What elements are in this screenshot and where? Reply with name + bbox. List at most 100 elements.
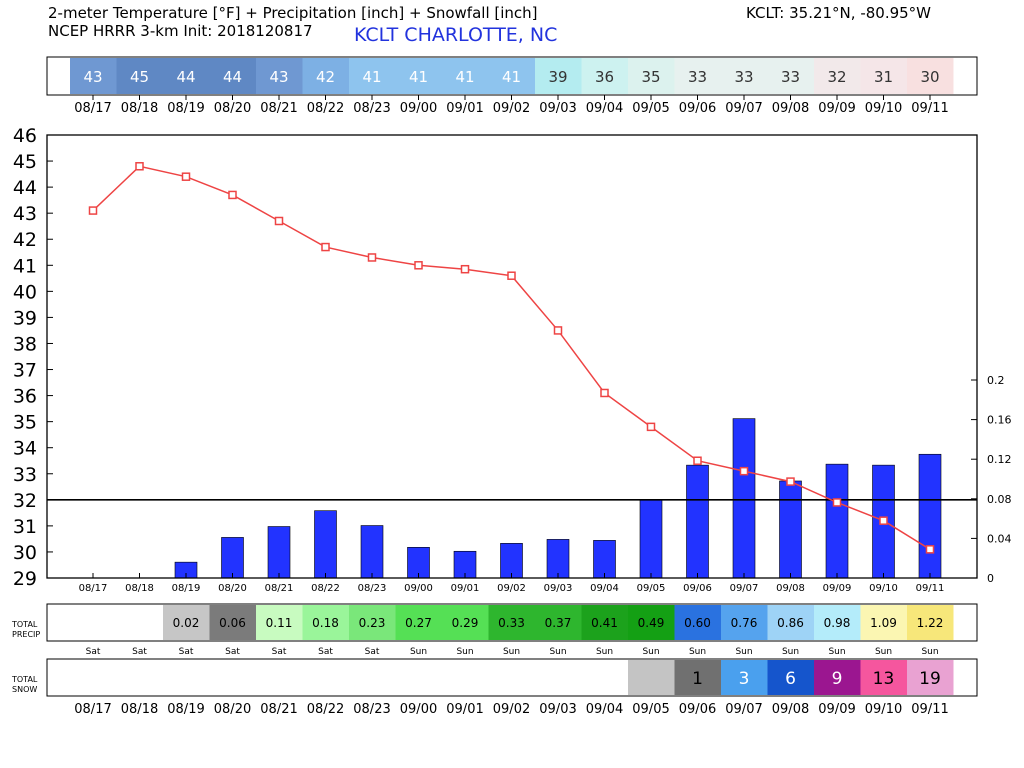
bottom-axis-tick-label: 09/09 — [818, 702, 855, 717]
temperature-point — [414, 261, 423, 270]
temperature-point — [879, 516, 888, 525]
precip-bar — [546, 539, 570, 579]
precip-bar — [593, 540, 616, 579]
total-precip-cell — [628, 605, 675, 640]
day-label: Sat — [86, 647, 101, 657]
top-axis-tick-label: 09/09 — [818, 101, 855, 116]
y-left-tick-label: 38 — [13, 333, 37, 355]
bottom-time-axis: 08/17 08/18 08/19 08/20 08/21 08/22 08/23 09/00… — [74, 702, 948, 717]
x-tick-label: 08/20 — [218, 583, 247, 594]
temperature-cell — [442, 58, 489, 94]
x-tick-label: 08/19 — [172, 583, 201, 594]
day-label: Sun — [782, 647, 799, 657]
top-axis-tick-label: 08/17 — [74, 101, 111, 116]
main-plot-area: 29 30 31 32 33 34 35 36 37 38 39 40 41 42 43 44 45 46 0 0.0… — [13, 125, 1012, 594]
temperature-cell-value: 41 — [409, 68, 428, 86]
top-axis-tick-label: 09/10 — [865, 101, 902, 116]
bottom-axis-tick-label: 09/06 — [679, 702, 716, 717]
y-left-tick-label: 36 — [13, 386, 37, 408]
total-precip-label-line2: PRECIP — [12, 630, 40, 639]
day-label: Sat — [132, 647, 147, 657]
x-tick-label: 09/03 — [544, 583, 573, 594]
precip-bar — [825, 463, 849, 579]
day-label: Sun — [503, 647, 520, 657]
temperature-cell-value: 30 — [920, 68, 939, 86]
temperature-cell-value: 41 — [362, 68, 381, 86]
x-tick-label: 08/17 — [79, 583, 108, 594]
total-precip-cell — [674, 605, 721, 640]
day-label: Sun — [689, 647, 706, 657]
total-precip-value: 0.11 — [266, 616, 293, 630]
temperature-point — [925, 545, 935, 554]
total-precip-label-line1: TOTAL — [11, 620, 38, 629]
temperature-cell — [302, 58, 349, 94]
total-precip-value: 0.49 — [638, 616, 665, 630]
bottom-axis-tick-label: 09/02 — [493, 702, 530, 717]
total-precip-value: 1.09 — [870, 616, 897, 630]
day-label: Sun — [642, 647, 659, 657]
temperature-cell-value: 36 — [595, 68, 614, 86]
temperature-cell — [814, 58, 861, 94]
temperature-cell-value: 39 — [548, 68, 567, 86]
top-axis-tick-label: 09/11 — [911, 101, 948, 116]
precip-bar — [500, 543, 523, 579]
temperature-cell-value: 35 — [641, 68, 660, 86]
total-snow-value: 13 — [873, 669, 895, 689]
total-snow-value: 6 — [785, 669, 796, 689]
total-precip-cell — [349, 605, 396, 640]
total-precip-value: 0.27 — [405, 616, 432, 630]
top-axis-tick-label: 08/22 — [307, 101, 344, 116]
total-snow-value: 19 — [919, 669, 941, 689]
total-precip-cell — [395, 605, 442, 640]
temperature-point — [135, 162, 144, 171]
temperature-point — [460, 264, 470, 274]
total-precip-cell — [814, 605, 861, 640]
top-axis-tick-label: 09/07 — [725, 101, 762, 116]
y-left-tick-label: 34 — [13, 438, 37, 460]
y-left-tick-label: 43 — [13, 203, 37, 225]
temperature-cell — [256, 58, 303, 94]
temperature-point — [88, 206, 98, 215]
y-left-tick-label: 39 — [13, 307, 37, 329]
total-precip-cell — [442, 605, 489, 640]
total-snow-label-line1: TOTAL — [11, 675, 38, 684]
temperature-cell — [581, 58, 628, 94]
top-time-axis: 08/17 08/18 08/19 08/20 08/21 08/22 08/23 09/00… — [74, 95, 949, 116]
bottom-axis-tick-label: 09/08 — [772, 702, 809, 717]
top-axis-tick-label: 09/02 — [493, 101, 530, 116]
temperature-cell-value: 42 — [316, 68, 335, 86]
bottom-axis-tick-label: 09/05 — [632, 702, 669, 717]
temperature-point — [693, 456, 702, 465]
temperature-point — [507, 271, 516, 280]
total-snow-cell — [907, 660, 954, 695]
bottom-axis-tick-label: 09/04 — [586, 702, 623, 717]
precip-bar — [360, 525, 384, 579]
temperature-strip: 43 45 44 44 43 42 41 41 41 41 39 36 35 33 33 33 32 31 30 — [46, 56, 978, 96]
day-label: Sat — [179, 647, 194, 657]
day-label: Sat — [272, 647, 287, 657]
total-snow-cell — [860, 660, 907, 695]
precip-bar — [779, 480, 802, 579]
day-label: Sun — [735, 647, 752, 657]
temperature-cell-value: 32 — [827, 68, 846, 86]
top-axis-tick-label: 09/01 — [446, 101, 483, 116]
temperature-point — [739, 466, 749, 476]
x-tick-label: 09/02 — [497, 583, 526, 594]
temperature-cell — [116, 58, 163, 94]
x-tick-label: 08/18 — [125, 583, 154, 594]
day-label: Sat — [318, 647, 333, 657]
precip-bar — [221, 537, 244, 579]
y-left-tick-label: 46 — [13, 125, 37, 147]
total-snow-cell — [767, 660, 814, 695]
bottom-axis-tick-label: 08/17 — [74, 702, 111, 717]
total-precip-value: 0.86 — [777, 616, 804, 630]
y-left-tick-label: 35 — [13, 412, 37, 434]
temperature-cell-value: 41 — [502, 68, 521, 86]
x-tick-label: 09/08 — [776, 583, 805, 594]
x-tick-label: 08/21 — [265, 583, 294, 594]
top-axis-tick-label: 09/06 — [679, 101, 716, 116]
x-tick-label: 09/05 — [637, 583, 666, 594]
top-axis-tick-label: 08/20 — [214, 101, 251, 116]
top-axis-tick-label: 08/21 — [260, 101, 297, 116]
